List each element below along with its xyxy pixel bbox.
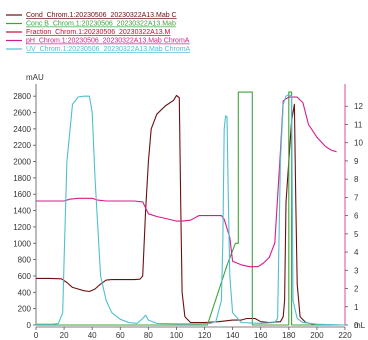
legend-entry: Cond_Chrom.1:20230506_20230322A13.Mab C [26,12,177,19]
series-line [36,91,345,326]
x-tick-label: 20 [60,331,69,340]
y-tick-label: 2400 [13,125,31,134]
x-tick-label: 100 [170,331,184,340]
y-axis-label: mAU [26,73,44,82]
y-right-tick-label: 0 [354,321,359,330]
x-tick-label: 200 [310,331,324,340]
legend-entry: pH_Chrom.1:20230506_20230322A13.Mab Chro… [26,38,190,45]
y-tick-label: 0 [27,321,32,330]
x-tick-label: 80 [144,331,153,340]
x-tick-label: 140 [226,331,240,340]
series-line [36,93,346,326]
x-axis-ticks: 0 20 40 60 80 100 120 140 160 180 200 220 [34,327,352,340]
y-tick-label: 2600 [13,109,31,118]
y-right-tick-label: 4 [354,248,359,257]
legend: Cond_Chrom.1:20230506_20230322A13.Mab C C… [6,12,191,53]
y-right-tick-label: 2 [354,285,359,294]
y-right-tick-label: 9 [354,157,359,166]
x-tick-label: 40 [88,331,97,340]
y-tick-label: 1000 [13,239,31,248]
y-right-tick-label: 5 [354,230,359,239]
y-axis-ticks: 0 200 400 600 800 1000 1200 1400 1600 1800 2000 220… [13,92,36,330]
y-tick-label: 400 [18,288,32,297]
legend-entry: Fraction_Chrom.1:20230506_20230322A13.M [26,29,171,36]
y-right-tick-label: 8 [354,175,359,184]
y-right-tick-label: 7 [354,193,359,202]
y-tick-label: 200 [18,305,32,314]
y-tick-label: 800 [18,256,32,265]
y-tick-label: 1200 [13,223,31,232]
y-tick-label: 2200 [13,141,31,150]
legend-entry: Conc B_Chrom.1:20230506_20230322A13.Mab [26,21,176,28]
y-tick-label: 1600 [13,190,31,199]
x-tick-label: 220 [338,331,352,340]
y-right-tick-label: 12 [354,102,363,111]
y-tick-label: 600 [18,272,32,281]
y-right-tick-label: 10 [354,139,363,148]
y-right-tick-label: 11 [354,120,363,129]
axes [35,84,346,328]
x-tick-label: 120 [198,331,212,340]
x-tick-label: 0 [34,331,39,340]
y-right-tick-label: 6 [354,212,359,221]
x-tick-label: 160 [254,331,268,340]
x-tick-label: 60 [116,331,125,340]
series-line [36,94,331,326]
y-tick-label: 2000 [13,158,31,167]
y-tick-label: 1800 [13,174,31,183]
series-line [36,96,337,268]
legend-entry: UV_Chrom.1:20230506_20230322A13.Mab Chro… [26,46,191,53]
y-tick-label: 1400 [13,207,31,216]
x-axis-label: mL [354,321,366,330]
y-right-tick-label: 3 [354,266,359,275]
y-tick-label: 2800 [13,92,31,101]
y-right-tick-label: 1 [354,303,359,312]
x-tick-label: 180 [282,331,296,340]
series-lines [36,91,346,326]
